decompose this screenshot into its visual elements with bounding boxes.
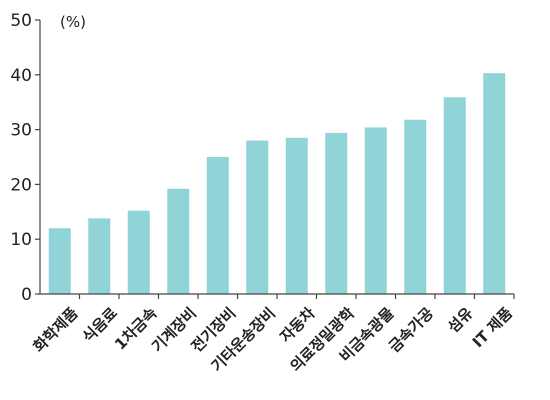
x-category-label: 화학제품 [30, 304, 82, 356]
bar [404, 119, 427, 295]
bar [167, 188, 190, 294]
bars-group [48, 73, 506, 295]
bar [325, 132, 348, 294]
y-tick-label: 50 [10, 11, 32, 31]
bar [127, 210, 150, 294]
y-axis: 0 10 20 30 40 50 [10, 11, 40, 305]
x-axis-labels: 화학제품식음료1차금속기계장비전기장비기타운송장비자동차의료정밀광학비금속광물금… [30, 294, 516, 375]
y-tick-label: 0 [21, 285, 32, 305]
bar [246, 140, 269, 294]
bar [285, 137, 308, 294]
bar [443, 97, 466, 294]
y-tick-label: 20 [10, 175, 32, 195]
bar [483, 73, 506, 294]
x-category-label: IT 제품 [469, 304, 516, 351]
x-category-label: 섬유 [444, 304, 476, 336]
bar [206, 157, 229, 294]
bar [364, 127, 387, 295]
bar [48, 228, 71, 294]
y-tick-label: 40 [10, 66, 32, 86]
y-tick-label: 10 [10, 230, 32, 250]
y-axis-unit-label: (%) [60, 13, 86, 31]
x-category-label: 금속가공 [385, 304, 437, 356]
bar [88, 218, 111, 294]
y-tick-label: 30 [10, 121, 32, 141]
